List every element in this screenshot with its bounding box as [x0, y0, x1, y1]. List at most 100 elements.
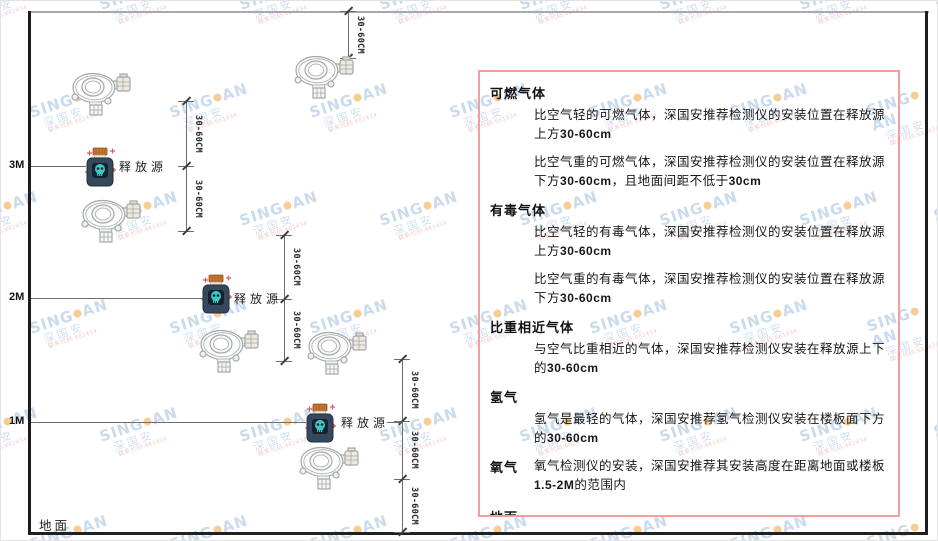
panel-paragraph: 氢气是最轻的气体，深国安推荐氢气检测仪安装在楼板面下方的30-60cm: [534, 412, 886, 445]
ground-line: [28, 532, 928, 535]
panel-paragraph: 比空气重的可燃气体，深国安推荐检测仪的安装位置在释放源下方30-60cm，且地面…: [534, 155, 886, 188]
release-source-icon: [303, 403, 337, 443]
right-wall: [925, 11, 928, 535]
release-source-icon: [199, 274, 233, 314]
panel-section-body: 氢气是最轻的气体，深国安推荐氢气检测仪安装在楼板面下方的30-60cm: [490, 410, 886, 448]
dimension-label: 30-60CM: [193, 179, 203, 218]
release-source-label: 释放源: [119, 160, 168, 174]
panel-section-body: 比空气轻的可燃气体，深国安推荐检测仪的安装位置在释放源上方30-60cm 比空气重…: [490, 106, 886, 191]
panel-paragraph: 比空气轻的有毒气体，深国安推荐检测仪的安装位置在释放源上方30-60cm: [534, 225, 886, 258]
dimension-label: 30-60CM: [409, 486, 419, 525]
brand-dot-icon: [909, 306, 920, 317]
watermark-subtext: 联系代码:661434: [817, 4, 869, 27]
release-source-label: 释放源: [234, 292, 283, 306]
brand-dot-icon: [72, 308, 83, 319]
panel-section: 地面检测仪地面间距，深国安推荐在30-60cm，且不得小于30cm，因为过低容易…: [490, 507, 886, 515]
height-label: 2M: [9, 291, 25, 303]
dimension-label: 30-60CM: [193, 114, 203, 153]
dimension-label: 30-60CM: [291, 248, 301, 286]
panel-section: 氢气 氢气是最轻的气体，深国安推荐氢气检测仪安装在楼板面下方的30-60cm: [490, 387, 886, 448]
gas-detector-icon: [297, 445, 359, 491]
height-label: 3M: [9, 159, 25, 171]
watermark-subtext: 联系代码:661434: [117, 436, 169, 459]
height-label: 1M: [9, 415, 25, 427]
watermark-brand: SINGAN: [931, 409, 938, 441]
watermark-subtext: 联系代码:661434: [47, 328, 99, 351]
leader-line: [273, 299, 284, 300]
panel-paragraph: 与空气比重相近的气体，深国安推荐检测仪安装在释放源上下的30-60cm: [534, 342, 886, 375]
brand-dot-icon: [212, 92, 223, 103]
panel-section-heading: 比重相近气体: [490, 320, 575, 335]
ceiling-line: [28, 11, 929, 13]
watermark-subtext: 联系代码:661434: [397, 4, 449, 27]
watermark-subtext: 联系代码:661434: [257, 220, 309, 243]
dimension-line: [402, 359, 403, 532]
brand-dot-icon: [422, 416, 433, 427]
watermark-subtext: 联系代码:661434: [117, 4, 169, 27]
panel-section-body: 比空气轻的有毒气体，深国安推荐检测仪的安装位置在释放源上方30-60cm 比空气重…: [490, 223, 886, 308]
panel-section-heading: 地面: [490, 507, 886, 515]
panel-paragraph: 比空气重的有毒气体，深国安推荐检测仪的安装位置在释放源下方30-60cm: [534, 272, 886, 305]
gas-detector-icon: [292, 54, 354, 100]
gas-detector-icon: [79, 198, 141, 244]
ground-label: 地面: [39, 519, 71, 533]
brand-dot-icon: [422, 200, 433, 211]
gas-detector-icon: [197, 328, 259, 374]
watermark-subtext: 联系代码:661434: [0, 4, 29, 27]
watermark-subtext: 联系代码:661434: [397, 220, 449, 243]
leader-line: [387, 422, 402, 423]
brand-dot-icon: [282, 200, 293, 211]
watermark-cjk: 深国安: [0, 212, 16, 238]
watermark-cjk: 深国安: [321, 104, 366, 130]
panel-section-body: 氧气检测仪的安装，深国安推荐其安装高度在距离地面或楼板1.5-2M的范围内: [534, 457, 886, 504]
panel-paragraph: 比空气轻的可燃气体，深国安推荐检测仪的安装位置在释放源上方30-60cm: [534, 108, 886, 141]
release-source-icon: [83, 147, 117, 187]
dimension-label: 30-60CM: [291, 311, 301, 349]
height-line: [31, 422, 306, 423]
watermark-subtext: 联系代码:661434: [677, 4, 729, 27]
release-source-label: 释放源: [341, 416, 390, 430]
panel-section-heading: 氧气: [490, 460, 519, 475]
panel-section-heading: 可燃气体: [490, 86, 547, 101]
panel-section-heading: 氢气: [490, 390, 519, 405]
dimension-label: 30-60CM: [409, 371, 419, 409]
brand-dot-icon: [352, 92, 363, 103]
gas-detector-icon: [305, 330, 367, 376]
height-line: [31, 166, 86, 167]
watermark-subtext: 联系代码:661434: [0, 220, 29, 243]
info-panel: 可燃气体比空气轻的可燃气体，深国安推荐检测仪的安装位置在释放源上方30-60cm…: [478, 70, 900, 517]
watermark-subtext: 联系代码:661434: [537, 4, 589, 27]
left-wall: [28, 11, 31, 535]
watermark-brand: SINGAN: [931, 193, 938, 225]
dimension-label: 30-60CM: [409, 431, 419, 469]
panel-paragraph: 氧气检测仪的安装，深国安推荐其安装高度在距离地面或楼板1.5-2M的范围内: [534, 459, 886, 492]
dimension-label: 30-60CM: [355, 15, 365, 54]
panel-section: 氧气 氧气检测仪的安装，深国安推荐其安装高度在距离地面或楼板1.5-2M的范围内: [490, 457, 886, 504]
panel-section: 可燃气体比空气轻的可燃气体，深国安推荐检测仪的安装位置在释放源上方30-60cm…: [490, 83, 886, 191]
watermark-subtext: 联系代码:661434: [257, 4, 309, 27]
